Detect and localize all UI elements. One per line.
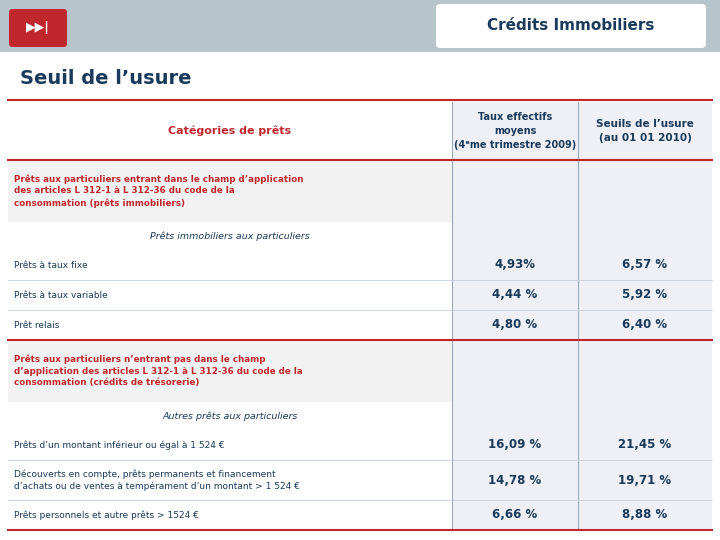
- Bar: [8, 160, 452, 222]
- Text: Taux effectifs
moyens
(4ᵉme trimestre 2009): Taux effectifs moyens (4ᵉme trimestre 20…: [454, 112, 576, 150]
- Text: 6,40 %: 6,40 %: [622, 319, 667, 332]
- FancyBboxPatch shape: [436, 4, 706, 48]
- FancyBboxPatch shape: [9, 9, 67, 47]
- Text: 4,44 %: 4,44 %: [492, 288, 538, 301]
- Text: Prêts à taux variable: Prêts à taux variable: [14, 291, 108, 300]
- Text: 21,45 %: 21,45 %: [618, 438, 672, 451]
- Text: Prêt relais: Prêt relais: [14, 321, 59, 329]
- Text: 19,71 %: 19,71 %: [618, 474, 672, 487]
- Text: Prêts aux particuliers n’entrant pas dans le champ
d’application des articles L : Prêts aux particuliers n’entrant pas dan…: [14, 355, 302, 387]
- Text: Seuil de l’usure: Seuil de l’usure: [20, 69, 192, 87]
- Bar: [8, 340, 452, 402]
- Text: 6,66 %: 6,66 %: [492, 509, 538, 522]
- Text: Prêts d’un montant inférieur ou égal à 1 524 €: Prêts d’un montant inférieur ou égal à 1…: [14, 440, 225, 450]
- Text: 6,57 %: 6,57 %: [622, 259, 667, 272]
- Bar: [0, 0, 720, 52]
- Text: Prêts à taux fixe: Prêts à taux fixe: [14, 260, 88, 269]
- Text: Prêts personnels et autre prêts > 1524 €: Prêts personnels et autre prêts > 1524 €: [14, 510, 199, 519]
- Bar: [452, 102, 712, 530]
- Text: Prêts aux particuliers entrant dans le champ d’application
des articles L 312-1 : Prêts aux particuliers entrant dans le c…: [14, 174, 304, 207]
- Text: 5,92 %: 5,92 %: [622, 288, 667, 301]
- Text: 8,88 %: 8,88 %: [622, 509, 667, 522]
- Text: 16,09 %: 16,09 %: [488, 438, 541, 451]
- Text: 4,80 %: 4,80 %: [492, 319, 538, 332]
- Text: Seuils de l’usure
(au 01 01 2010): Seuils de l’usure (au 01 01 2010): [596, 119, 694, 143]
- Text: Autres prêts aux particuliers: Autres prêts aux particuliers: [162, 411, 297, 421]
- Text: Catégories de prêts: Catégories de prêts: [168, 126, 292, 136]
- Text: 4,93%: 4,93%: [495, 259, 536, 272]
- Text: Crédits Immobiliers: Crédits Immobiliers: [487, 18, 654, 33]
- Text: Prêts immobiliers aux particuliers: Prêts immobiliers aux particuliers: [150, 231, 310, 241]
- Text: 14,78 %: 14,78 %: [488, 474, 541, 487]
- Text: Découverts en compte, prêts permanents et financement
d’achats ou de ventes à te: Découverts en compte, prêts permanents e…: [14, 469, 300, 491]
- Text: ▶▶|: ▶▶|: [26, 22, 50, 35]
